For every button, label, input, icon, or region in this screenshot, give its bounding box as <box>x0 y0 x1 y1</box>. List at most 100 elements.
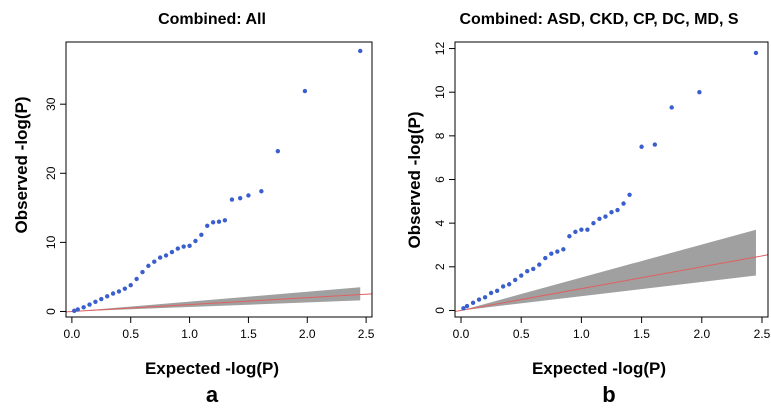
data-point <box>537 262 542 267</box>
data-point <box>697 89 702 95</box>
data-point <box>567 234 572 239</box>
data-point <box>549 251 554 256</box>
y-tick-label: 2 <box>433 263 447 270</box>
data-point <box>157 255 163 260</box>
plot-frame <box>65 41 373 318</box>
data-point <box>93 299 98 304</box>
data-point <box>229 197 235 202</box>
data-point <box>358 48 363 54</box>
data-point <box>302 88 308 94</box>
data-point <box>591 220 596 226</box>
data-point <box>615 207 620 213</box>
panel-a: Combined: All 0.0 0.5 1.0 1.5 2.0 2.50102030 … <box>12 11 375 407</box>
data-point <box>753 50 759 56</box>
panel-a-letter: a <box>206 382 219 407</box>
data-point <box>87 302 92 307</box>
panel-b-letter: b <box>602 382 615 407</box>
x-tick-label: 0.0 <box>453 327 470 341</box>
data-point <box>275 148 281 154</box>
panel-b-axes: 0.0 0.5 1.0 1.5 2.0 2.5 0 2 4 6 8 10 12 <box>433 41 771 341</box>
panel-a-axes: 0.0 0.5 1.0 1.5 2.0 2.5 0 10 20 30 <box>44 41 375 341</box>
x-tick-label: 1.0 <box>573 327 590 341</box>
data-point <box>246 193 251 198</box>
data-point <box>187 243 192 249</box>
data-point <box>579 227 584 232</box>
data-point <box>99 296 104 302</box>
data-point <box>205 223 210 228</box>
data-point <box>259 189 264 194</box>
data-point <box>216 219 222 224</box>
panel-a-y-label: Observed -log(P) <box>12 97 31 234</box>
x-tick-label: 1.5 <box>633 327 650 341</box>
data-point <box>639 144 644 149</box>
panel-b-title: Combined: ASD, CKD, CP, DC, MD, S <box>459 11 738 28</box>
y-tick-label: 10 <box>433 85 447 99</box>
y-tick-label: 6 <box>433 176 447 183</box>
data-point <box>543 255 548 261</box>
data-point <box>210 220 216 225</box>
y-tick-label: 8 <box>433 132 447 139</box>
data-point <box>193 238 198 244</box>
data-point <box>163 253 169 258</box>
data-point <box>122 286 128 291</box>
data-point <box>512 277 518 283</box>
data-point <box>531 266 536 272</box>
data-point <box>134 276 139 282</box>
data-point <box>199 232 204 237</box>
data-point <box>561 247 566 252</box>
data-point <box>585 227 590 232</box>
data-point <box>500 284 506 289</box>
data-point <box>152 259 157 264</box>
panel-a-title: Combined: All <box>158 11 266 28</box>
data-point <box>175 246 181 251</box>
x-tick-label: 2.5 <box>754 327 771 341</box>
data-point <box>603 214 608 219</box>
x-tick-label: 1.0 <box>181 327 198 341</box>
data-point <box>573 229 578 235</box>
data-point <box>482 295 488 300</box>
x-tick-label: 0.5 <box>513 327 530 341</box>
y-tick-label: 0 <box>433 307 447 314</box>
data-point <box>652 142 658 147</box>
x-tick-label: 2.0 <box>693 327 710 341</box>
y-tick-label: 30 <box>44 97 58 111</box>
x-tick-label: 0.5 <box>122 327 139 341</box>
data-point <box>75 307 80 312</box>
data-point <box>72 308 77 313</box>
data-point <box>146 263 151 269</box>
panel-a-reference-line <box>65 293 373 313</box>
data-point <box>621 201 626 206</box>
ci-band-area <box>461 229 756 311</box>
x-tick-label: 0.0 <box>64 327 81 341</box>
panel-b-reference-line <box>454 254 769 313</box>
data-point <box>525 268 530 274</box>
data-point <box>555 249 560 254</box>
data-point <box>181 244 186 249</box>
panel-b: Combined: ASD, CKD, CP, DC, MD, S 0.0 0.5… <box>405 11 771 407</box>
data-point <box>116 289 122 294</box>
panel-a-x-label: Expected -log(P) <box>145 359 279 378</box>
panel-b-ci-band <box>461 229 756 311</box>
y-tick-label: 20 <box>44 166 58 180</box>
y-tick-label: 4 <box>433 219 447 226</box>
y-tick-label: 0 <box>44 308 58 315</box>
panel-b-x-label: Expected -log(P) <box>532 359 666 378</box>
x-tick-label: 2.5 <box>358 327 375 341</box>
data-point <box>237 195 243 201</box>
data-point <box>470 300 476 306</box>
panel-b-points <box>461 50 759 311</box>
data-point <box>597 216 602 221</box>
panel-b-y-label: Observed -log(P) <box>405 112 424 249</box>
data-point <box>464 303 470 309</box>
data-point <box>494 288 500 294</box>
data-point <box>128 283 133 288</box>
data-point <box>81 305 86 310</box>
data-point <box>627 192 632 197</box>
panel-a-ci-band <box>71 287 361 312</box>
data-point <box>519 273 524 278</box>
data-point <box>104 294 110 299</box>
reference-line <box>454 254 769 313</box>
data-point <box>110 291 116 296</box>
ci-band-area <box>71 287 361 312</box>
